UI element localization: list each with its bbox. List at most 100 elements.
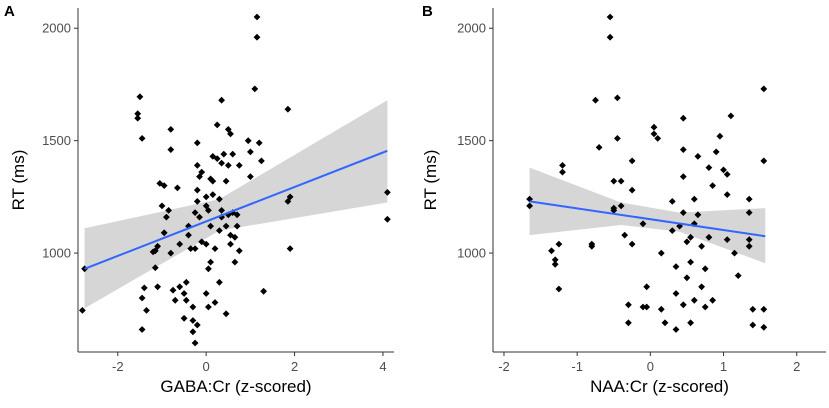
data-point (193, 162, 201, 169)
data-point (202, 193, 210, 201)
data-point (595, 144, 603, 151)
data-point (690, 195, 698, 203)
data-point (216, 195, 223, 203)
x-axis-title: NAA:Cr (z-scored) (590, 377, 729, 396)
data-point (614, 94, 621, 102)
data-point (723, 191, 731, 198)
data-point (384, 189, 391, 196)
data-point (625, 319, 632, 327)
regression-line (84, 149, 388, 270)
data-point (202, 202, 210, 210)
data-point (709, 296, 716, 304)
data-point (701, 303, 709, 311)
data-point (610, 177, 618, 185)
data-point (198, 238, 206, 246)
data-point (716, 132, 724, 140)
data-point (698, 283, 705, 291)
data-point (745, 209, 753, 216)
panel-label: B (422, 3, 433, 20)
x-tick-label: 2 (291, 359, 298, 374)
data-point (628, 157, 636, 165)
data-point (163, 213, 170, 221)
data-point (526, 202, 533, 210)
data-point (698, 242, 705, 250)
x-tick-label: 4 (379, 359, 386, 374)
data-point (284, 105, 292, 113)
y-tick-label: 2000 (457, 21, 486, 36)
data-point (617, 177, 625, 185)
data-point (180, 290, 188, 297)
data-point (227, 240, 234, 248)
data-point (154, 283, 161, 291)
data-point (694, 153, 702, 160)
data-point (657, 305, 665, 313)
data-point (233, 222, 241, 230)
data-point (138, 326, 146, 333)
data-point (218, 207, 225, 214)
data-point (679, 301, 687, 309)
data-point (672, 290, 680, 297)
data-point (205, 265, 212, 273)
data-point (654, 135, 662, 142)
data-point (134, 114, 142, 122)
data-point (628, 240, 636, 248)
data-point (551, 256, 559, 264)
data-point (244, 137, 252, 145)
data-point (140, 284, 148, 292)
data-point (548, 247, 555, 255)
data-point (687, 258, 694, 266)
data-point (384, 215, 391, 223)
panel-b: -2 -1 0 1 2 1000 1500 2000 NAA:Cr (z-scored) RT (… (421, 3, 826, 396)
data-point (193, 198, 201, 205)
data-point (668, 198, 676, 205)
x-axis-title: GABA:Cr (z-scored) (160, 377, 311, 396)
data-point (712, 148, 720, 156)
data-point (679, 114, 687, 122)
data-point (679, 209, 687, 216)
data-point (559, 162, 566, 169)
data-point (167, 146, 175, 153)
data-point (216, 227, 223, 234)
data-point (151, 247, 159, 255)
data-point (555, 285, 563, 293)
data-point (705, 164, 713, 171)
data-point (207, 175, 214, 183)
data-point (138, 294, 146, 302)
data-point (701, 265, 709, 273)
data-point (650, 123, 658, 131)
data-point (209, 177, 217, 185)
data-point (167, 126, 175, 133)
data-point (202, 240, 210, 248)
data-point (193, 139, 201, 147)
data-point (209, 191, 217, 198)
data-point (231, 233, 239, 241)
data-point (253, 13, 261, 21)
data-point (687, 319, 694, 327)
data-point (220, 150, 228, 158)
data-point (209, 153, 217, 160)
data-point (218, 96, 225, 104)
data-point (138, 135, 146, 142)
y-axis-title: RT (ms) (421, 150, 440, 211)
y-axis-title: RT (ms) (9, 150, 28, 211)
data-point (657, 249, 665, 257)
data-point (731, 249, 738, 257)
data-point (211, 299, 219, 306)
data-point (198, 168, 206, 176)
y-tick-label: 1500 (457, 133, 486, 148)
data-point (720, 166, 727, 174)
data-point (709, 182, 716, 189)
data-point (760, 305, 768, 313)
data-point (160, 229, 168, 237)
data-point (760, 323, 768, 331)
data-point (628, 186, 636, 194)
data-point (643, 283, 651, 291)
y-tick-label: 1000 (42, 246, 71, 261)
data-point (227, 130, 234, 138)
data-point (606, 33, 614, 41)
data-point (222, 177, 230, 185)
data-point (258, 157, 265, 165)
data-point (213, 155, 221, 162)
